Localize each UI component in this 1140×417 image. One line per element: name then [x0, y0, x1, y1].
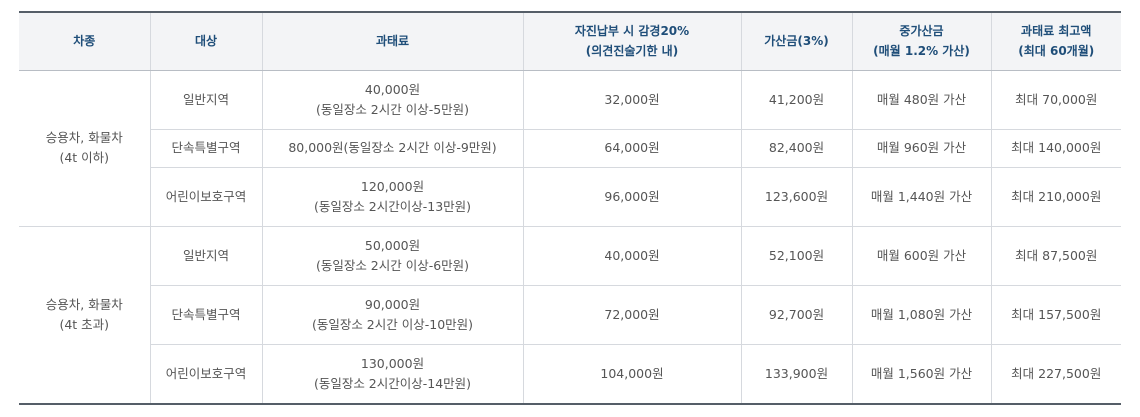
max-fine-cell: 최대 140,000원	[990, 129, 1121, 168]
target-cell: 단속특별구역	[149, 129, 262, 168]
parking-fine-table: 차종 대상 과태료 자진납부 시 감경20% (의견진술기한 내) 가산금(3%…	[19, 11, 1121, 405]
header-vehicle-type: 차종	[19, 11, 150, 71]
fine-table-container: 차종 대상 과태료 자진납부 시 감경20% (의견진술기한 내) 가산금(3%…	[19, 11, 1121, 405]
reduced-cell: 72,000원	[522, 285, 741, 345]
max-fine-cell: 최대 157,500원	[990, 285, 1121, 345]
fine-cell: 130,000원 (동일장소 2시간이상-14만원)	[261, 344, 523, 405]
max-fine-cell: 최대 210,000원	[990, 167, 1121, 227]
target-cell: 어린이보호구역	[149, 167, 262, 227]
target-cell: 일반지역	[149, 226, 262, 286]
fine-cell: 50,000원 (동일장소 2시간 이상-6만원)	[261, 226, 523, 286]
heavy-surcharge-cell: 매월 600원 가산	[851, 226, 991, 286]
surcharge-cell: 92,700원	[740, 285, 852, 345]
table-row: 단속특별구역 80,000원(동일장소 2시간 이상-9만원) 64,000원 …	[19, 129, 1121, 168]
reduced-cell: 40,000원	[522, 226, 741, 286]
heavy-surcharge-cell: 매월 960원 가산	[851, 129, 991, 168]
target-cell: 단속특별구역	[149, 285, 262, 345]
table-header-row: 차종 대상 과태료 자진납부 시 감경20% (의견진술기한 내) 가산금(3%…	[19, 11, 1121, 71]
surcharge-cell: 123,600원	[740, 167, 852, 227]
header-max-fine: 과태료 최고액 (최대 60개월)	[990, 11, 1121, 71]
header-target: 대상	[149, 11, 262, 71]
table-row: 어린이보호구역 130,000원 (동일장소 2시간이상-14만원) 104,0…	[19, 344, 1121, 405]
reduced-cell: 104,000원	[522, 344, 741, 405]
heavy-surcharge-cell: 매월 480원 가산	[851, 70, 991, 130]
header-heavy-surcharge: 중가산금 (매월 1.2% 가산)	[851, 11, 991, 71]
fine-cell: 120,000원 (동일장소 2시간이상-13만원)	[261, 167, 523, 227]
header-fine: 과태료	[261, 11, 523, 71]
max-fine-cell: 최대 87,500원	[990, 226, 1121, 286]
table-row: 승용차, 화물차 (4t 초과) 일반지역 50,000원 (동일장소 2시간 …	[19, 226, 1121, 405]
fine-cell: 80,000원(동일장소 2시간 이상-9만원)	[261, 129, 523, 168]
vehicle-type-cell: 승용차, 화물차 (4t 이하)	[19, 70, 150, 227]
fine-cell: 40,000원 (동일장소 2시간 이상-5만원)	[261, 70, 523, 130]
table-row: 어린이보호구역 120,000원 (동일장소 2시간이상-13만원) 96,00…	[19, 167, 1121, 227]
heavy-surcharge-cell: 매월 1,440원 가산	[851, 167, 991, 227]
table-row: 단속특별구역 90,000원 (동일장소 2시간 이상-10만원) 72,000…	[19, 285, 1121, 345]
surcharge-cell: 133,900원	[740, 344, 852, 405]
max-fine-cell: 최대 70,000원	[990, 70, 1121, 130]
surcharge-cell: 52,100원	[740, 226, 852, 286]
vehicle-type-cell: 승용차, 화물차 (4t 초과)	[19, 226, 150, 405]
fine-cell: 90,000원 (동일장소 2시간 이상-10만원)	[261, 285, 523, 345]
reduced-cell: 64,000원	[522, 129, 741, 168]
header-surcharge: 가산금(3%)	[740, 11, 852, 71]
reduced-cell: 96,000원	[522, 167, 741, 227]
max-fine-cell: 최대 227,500원	[990, 344, 1121, 405]
header-reduced-fine: 자진납부 시 감경20% (의견진술기한 내)	[522, 11, 741, 71]
surcharge-cell: 82,400원	[740, 129, 852, 168]
heavy-surcharge-cell: 매월 1,080원 가산	[851, 285, 991, 345]
surcharge-cell: 41,200원	[740, 70, 852, 130]
target-cell: 어린이보호구역	[149, 344, 262, 405]
target-cell: 일반지역	[149, 70, 262, 130]
reduced-cell: 32,000원	[522, 70, 741, 130]
heavy-surcharge-cell: 매월 1,560원 가산	[851, 344, 991, 405]
table-row: 승용차, 화물차 (4t 이하) 일반지역 40,000원 (동일장소 2시간 …	[19, 70, 1121, 227]
